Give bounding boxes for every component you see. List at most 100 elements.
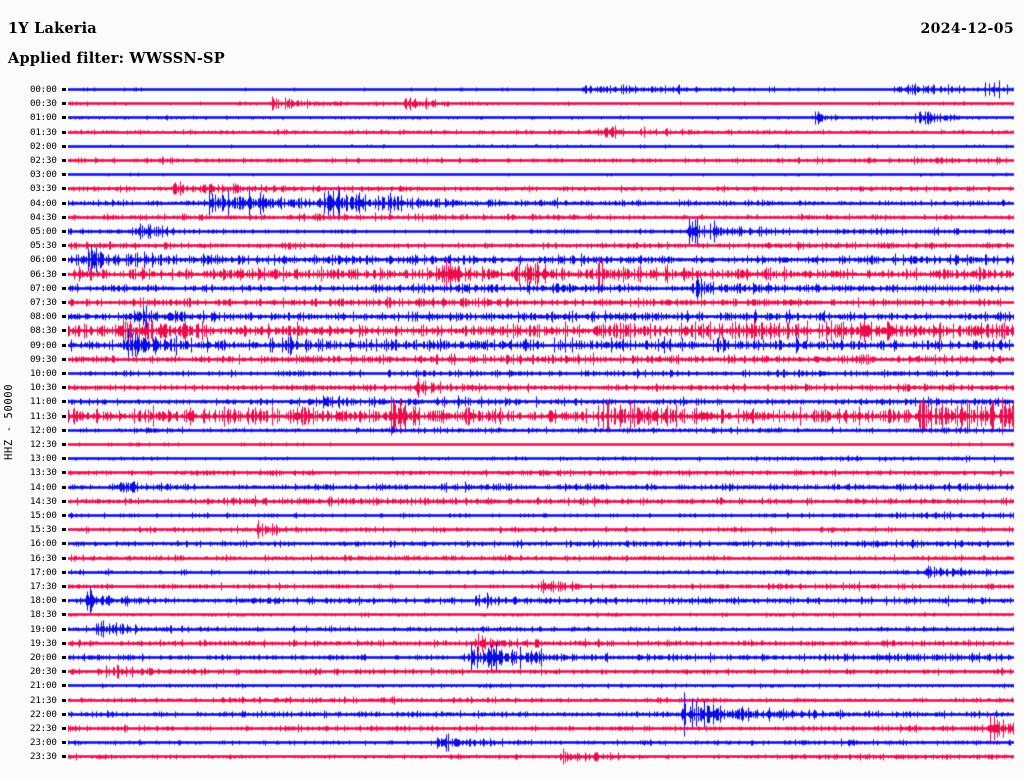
time-axis-label: 09:00	[30, 339, 57, 351]
time-axis-tick	[62, 528, 66, 532]
time-axis-label: 13:00	[30, 453, 57, 465]
time-axis-tick	[62, 258, 66, 262]
plot-date: 2024-12-05	[920, 21, 1014, 37]
time-axis-label: 01:30	[30, 126, 57, 138]
time-axis-label: 00:30	[30, 98, 57, 110]
time-axis-label: 02:30	[30, 155, 57, 166]
time-axis-tick	[62, 684, 66, 688]
time-axis-label: 22:00	[30, 708, 57, 720]
time-axis-label: 21:30	[30, 694, 57, 706]
time-axis-tick	[62, 187, 66, 191]
time-axis-tick	[62, 485, 66, 489]
time-axis-tick	[62, 585, 66, 588]
time-axis-label: 08:30	[30, 325, 57, 337]
time-axis-label: 17:30	[30, 581, 57, 592]
time-axis-tick	[62, 627, 66, 631]
applied-filter-label: Applied filter: WWSSN-SP	[8, 50, 225, 67]
time-axis-tick	[62, 357, 66, 361]
time-axis-label: 00:00	[30, 84, 57, 95]
time-axis-label: 06:30	[30, 268, 57, 280]
time-axis-tick	[62, 556, 66, 560]
time-axis-tick	[62, 215, 66, 219]
time-axis-tick	[62, 712, 66, 716]
time-axis-tick	[62, 499, 66, 503]
time-axis-label: 03:30	[30, 183, 57, 195]
time-axis-label: 10:00	[30, 368, 57, 379]
time-axis-label: 16:00	[30, 538, 57, 550]
time-axis-tick	[62, 670, 66, 674]
time-axis-tick	[62, 428, 66, 432]
time-axis-label: 12:00	[30, 424, 57, 436]
time-axis-tick	[62, 471, 66, 475]
time-axis-tick	[62, 130, 66, 134]
time-axis-tick	[62, 570, 66, 574]
time-axis-tick	[62, 315, 66, 319]
time-axis-tick	[62, 386, 66, 390]
time-axis-tick	[62, 443, 66, 446]
time-axis-label: 04:00	[30, 197, 57, 209]
time-axis-tick	[62, 414, 66, 418]
time-axis-tick	[62, 272, 66, 276]
time-axis-label: 12:30	[30, 439, 57, 450]
time-axis-label: 14:30	[30, 495, 57, 507]
time-axis-tick	[62, 244, 66, 248]
time-axis-label: 21:00	[30, 680, 57, 692]
seismogram-traces	[68, 78, 1024, 778]
page-title: 1Y Lakeria	[8, 20, 97, 37]
time-axis-label: 02:00	[30, 140, 57, 152]
time-axis-tick	[62, 372, 66, 375]
time-axis-label: 06:00	[30, 254, 57, 266]
time-axis-tick	[62, 230, 66, 233]
time-axis-tick	[62, 144, 66, 148]
time-axis-tick	[62, 88, 66, 91]
time-axis-label: 05:00	[30, 226, 57, 237]
time-axis-label: 23:00	[30, 737, 57, 749]
time-axis-label: 15:00	[30, 510, 57, 521]
time-axis-tick	[62, 641, 66, 645]
time-axis-tick	[62, 159, 66, 162]
time-axis-label: 16:30	[30, 552, 57, 564]
time-axis-label: 23:30	[30, 751, 57, 763]
time-axis-label: 01:00	[30, 112, 57, 124]
time-axis-label: 07:00	[30, 282, 57, 294]
time-axis-tick	[62, 343, 66, 347]
time-axis-tick	[62, 301, 66, 304]
time-axis-tick	[62, 656, 66, 659]
time-axis-label: 17:00	[30, 566, 57, 578]
time-axis-label: 18:30	[30, 609, 57, 621]
header: 1Y Lakeria 2024-12-05 Applied filter: WW…	[0, 0, 1024, 78]
time-axis: 00:00 00:30 01:00 01:30 02:00 02:30 03:00 03:30…	[0, 78, 68, 778]
time-axis-label: 05:30	[30, 240, 57, 252]
time-axis-label: 15:30	[30, 524, 57, 536]
time-axis-tick	[62, 698, 66, 702]
time-axis-tick	[62, 329, 66, 333]
time-axis-tick	[62, 201, 66, 205]
time-axis-label: 20:30	[30, 666, 57, 678]
time-axis-label: 19:00	[30, 623, 57, 635]
helicorder-plot: 00:00 00:30 01:00 01:30 02:00 02:30 03:00 03:30…	[0, 78, 1024, 778]
time-axis-tick	[62, 741, 66, 745]
time-axis-tick	[62, 613, 66, 617]
time-axis-label: 03:00	[30, 169, 57, 181]
time-axis-tick	[62, 755, 66, 759]
time-axis-label: 18:00	[30, 595, 57, 607]
time-axis-label: 20:00	[30, 652, 57, 663]
time-axis-label: 10:30	[30, 382, 57, 394]
time-axis-tick	[62, 102, 66, 106]
time-axis-tick	[62, 599, 66, 603]
time-axis-tick	[62, 514, 66, 517]
time-axis-label: 09:30	[30, 353, 57, 365]
time-axis-tick	[62, 542, 66, 546]
time-axis-tick	[62, 116, 66, 120]
time-axis-label: 11:30	[30, 410, 57, 422]
time-axis-tick	[62, 727, 66, 730]
time-axis-label: 13:30	[30, 467, 57, 479]
time-axis-tick	[62, 286, 66, 290]
time-axis-label: 14:00	[30, 481, 57, 493]
time-axis-label: 08:00	[30, 311, 57, 323]
time-axis-label: 04:30	[30, 211, 57, 223]
time-axis-label: 07:30	[30, 297, 57, 308]
time-axis-label: 22:30	[30, 723, 57, 734]
time-axis-tick	[62, 400, 66, 404]
